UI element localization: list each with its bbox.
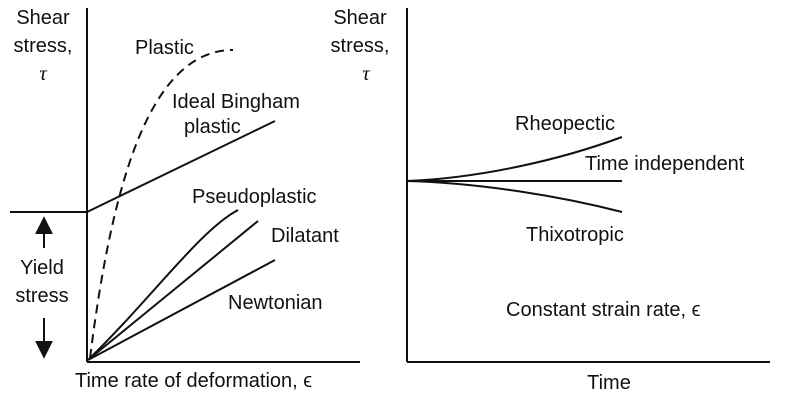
rheopectic-curve (406, 136, 623, 182)
thixotropic-label: Thixotropic (526, 224, 624, 246)
left-x-axis-label: Time rate of deformation, ϵ (75, 370, 312, 392)
newtonian-label: Newtonian (228, 292, 323, 314)
pseudoplastic-curve (87, 209, 239, 361)
right-y-axis-label-line1: Shear (333, 7, 387, 29)
newtonian-curve (87, 259, 276, 361)
left-y-axis-symbol: τ (39, 61, 48, 85)
plastic-label: Plastic (135, 37, 194, 59)
right-y-axis-label-line2: stress, (331, 35, 390, 57)
yield-stress-label-line2: stress (15, 285, 68, 307)
dilatant-label: Dilatant (271, 225, 339, 247)
ideal-bingham-label-line2: plastic (184, 116, 241, 138)
thixotropic-curve (406, 180, 623, 213)
pseudoplastic-label: Pseudoplastic (192, 186, 317, 208)
left-panel: Shear stress, τ Time rate of deformation… (10, 7, 360, 392)
right-x-axis-label: Time (587, 372, 631, 394)
left-y-axis-label-line2: stress, (14, 35, 73, 57)
rheopectic-label: Rheopectic (515, 113, 615, 135)
ideal-bingham-curve (86, 120, 276, 213)
constant-strain-rate-note: Constant strain rate, ϵ (506, 299, 701, 321)
plastic-curve (89, 49, 234, 359)
yield-stress-label-line1: Yield (20, 257, 64, 279)
right-y-axis-symbol: τ (362, 61, 371, 85)
time-independent-label: Time independent (585, 153, 745, 175)
ideal-bingham-label-line1: Ideal Bingham (172, 91, 300, 113)
right-panel: Shear stress, τ Time Rheopectic Time ind… (331, 7, 770, 394)
dilatant-curve (87, 220, 259, 361)
left-y-axis-label-line1: Shear (16, 7, 70, 29)
